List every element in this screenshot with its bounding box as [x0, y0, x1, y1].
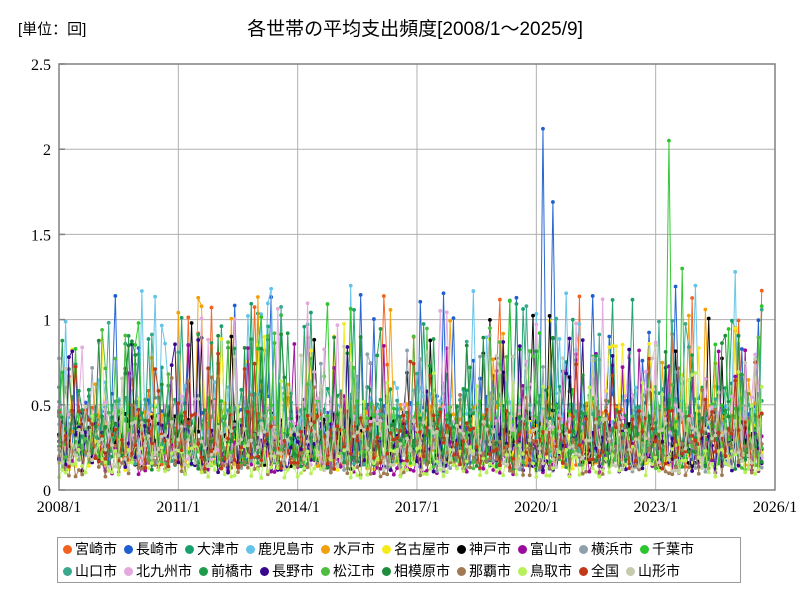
legend-label: 相模原市	[394, 563, 450, 579]
svg-text:2011/1: 2011/1	[156, 499, 200, 516]
legend-item-松江市[interactable]: 松江市	[321, 564, 375, 578]
legend-swatch-icon	[518, 566, 527, 576]
svg-text:1.5: 1.5	[31, 227, 51, 244]
legend-swatch-icon	[246, 544, 255, 554]
svg-text:2014/1: 2014/1	[275, 499, 319, 516]
legend-label: 長崎市	[136, 541, 178, 557]
legend-item-全国[interactable]: 全国	[579, 564, 619, 578]
data-series-layer	[57, 126, 764, 480]
unit-label: [単位：回]	[18, 21, 87, 38]
legend-label: 横浜市	[591, 541, 633, 557]
svg-text:0: 0	[43, 483, 51, 500]
svg-text:2.5: 2.5	[31, 57, 51, 74]
legend-item-名古屋市[interactable]: 名古屋市	[382, 542, 450, 556]
legend-label: 全国	[591, 563, 619, 579]
legend-swatch-icon	[185, 544, 194, 554]
legend-swatch-icon	[640, 544, 649, 554]
legend-label: 那覇市	[469, 563, 511, 579]
legend-label: 北九州市	[136, 563, 192, 579]
y-axis-labels: 0 0.5 1 1.5 2 2.5	[31, 57, 51, 500]
legend-row-1: 宮崎市 長崎市 大津市 鹿児島市 水戸市 名古屋市 神戸市 富山市 横浜市 千葉市	[58, 538, 740, 560]
legend-label: 神戸市	[469, 541, 511, 557]
svg-text:2023/1: 2023/1	[633, 499, 677, 516]
legend-swatch-icon	[199, 566, 208, 576]
legend-swatch-icon	[457, 544, 466, 554]
legend-item-水戸市[interactable]: 水戸市	[321, 542, 375, 556]
legend-label: 大津市	[197, 541, 239, 557]
legend-label: 松江市	[333, 563, 375, 579]
legend-label: 水戸市	[333, 541, 375, 557]
y-axis-ticks	[59, 63, 65, 491]
legend-swatch-icon	[321, 566, 330, 576]
legend-item-宮崎市[interactable]: 宮崎市	[63, 542, 117, 556]
svg-text:2008/1: 2008/1	[37, 499, 81, 516]
legend-row-2: 山口市 北九州市 前橋市 長野市 松江市 相模原市 那覇市 鳥取市 全国 山形市	[58, 560, 740, 582]
legend-item-長野市[interactable]: 長野市	[260, 564, 314, 578]
legend-swatch-icon	[382, 544, 391, 554]
legend-item-大津市[interactable]: 大津市	[185, 542, 239, 556]
legend-swatch-icon	[626, 566, 635, 576]
legend-label: 名古屋市	[394, 541, 450, 557]
legend-label: 富山市	[530, 541, 572, 557]
legend-item-千葉市[interactable]: 千葉市	[640, 542, 694, 556]
legend-swatch-icon	[579, 544, 588, 554]
legend-label: 鹿児島市	[258, 541, 314, 557]
legend-label: 長野市	[272, 563, 314, 579]
legend-swatch-icon	[63, 566, 72, 576]
svg-text:2026/1: 2026/1	[753, 499, 797, 516]
chart-legend: 宮崎市 長崎市 大津市 鹿児島市 水戸市 名古屋市 神戸市 富山市 横浜市 千葉市 山口市 北九州市…	[57, 537, 741, 583]
legend-item-長崎市[interactable]: 長崎市	[124, 542, 178, 556]
legend-item-鳥取市[interactable]: 鳥取市	[518, 564, 572, 578]
plot-border	[58, 63, 776, 491]
svg-text:2: 2	[43, 142, 51, 159]
legend-item-那覇市[interactable]: 那覇市	[457, 564, 511, 578]
legend-swatch-icon	[124, 544, 133, 554]
legend-label: 宮崎市	[75, 541, 117, 557]
svg-text:2017/1: 2017/1	[395, 499, 439, 516]
legend-label: 前橋市	[211, 563, 253, 579]
legend-item-山形市[interactable]: 山形市	[626, 564, 680, 578]
legend-swatch-icon	[321, 544, 330, 554]
legend-label: 鳥取市	[530, 563, 572, 579]
legend-item-神戸市[interactable]: 神戸市	[457, 542, 511, 556]
legend-swatch-icon	[579, 566, 588, 576]
page-title: 各世帯の平均支出頻度[2008/1～2025/9]	[247, 19, 583, 40]
legend-item-相模原市[interactable]: 相模原市	[382, 564, 450, 578]
series-山形市	[57, 343, 764, 474]
legend-label: 千葉市	[652, 541, 694, 557]
svg-text:0.5: 0.5	[31, 398, 51, 415]
svg-text:1: 1	[43, 313, 51, 330]
x-axis-labels: 2008/1 2011/1 2014/1 2017/1 2020/1 2023/1 2026…	[37, 499, 797, 516]
legend-swatch-icon	[457, 566, 466, 576]
series-全国	[57, 351, 764, 471]
legend-swatch-icon	[518, 544, 527, 554]
legend-label: 山形市	[638, 563, 680, 579]
legend-label: 山口市	[75, 563, 117, 579]
legend-swatch-icon	[63, 544, 72, 554]
legend-item-富山市[interactable]: 富山市	[518, 542, 572, 556]
legend-item-北九州市[interactable]: 北九州市	[124, 564, 192, 578]
legend-item-横浜市[interactable]: 横浜市	[579, 542, 633, 556]
svg-text:2020/1: 2020/1	[514, 499, 558, 516]
legend-swatch-icon	[124, 566, 133, 576]
legend-item-山口市[interactable]: 山口市	[63, 564, 117, 578]
legend-item-前橋市[interactable]: 前橋市	[199, 564, 253, 578]
legend-swatch-icon	[382, 566, 391, 576]
legend-swatch-icon	[260, 566, 269, 576]
legend-item-鹿児島市[interactable]: 鹿児島市	[246, 542, 314, 556]
